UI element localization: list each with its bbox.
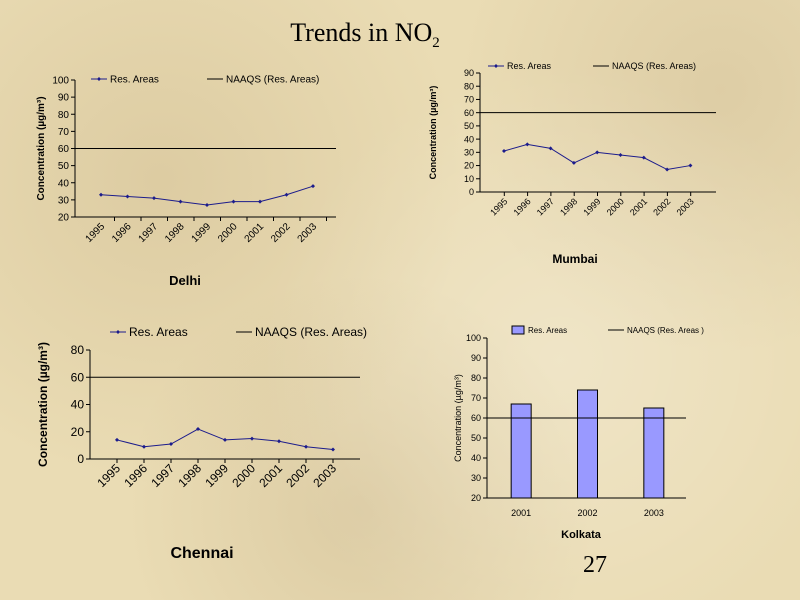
chennai-y-tick-label: 60 <box>71 370 85 384</box>
kolkata-legend-res-areas-label: Res. Areas <box>528 326 567 335</box>
slide-title-subscript: 2 <box>432 35 440 52</box>
mumbai-title: Mumbai <box>552 252 597 266</box>
mumbai-y-tick-label: 30 <box>464 147 474 157</box>
delhi-series-res-areas-point <box>205 203 209 208</box>
chennai-series-res-areas-point <box>115 437 119 442</box>
delhi-series-res-areas-point <box>231 199 236 204</box>
kolkata-y-tick-label: 60 <box>471 413 481 423</box>
delhi-title: Delhi <box>169 273 201 288</box>
delhi-y-tick-label: 20 <box>58 213 70 224</box>
mumbai-series-res-areas-point <box>571 160 576 165</box>
kolkata-y-tick-label: 20 <box>471 493 481 503</box>
delhi-legend-res-areas-label: Res. Areas <box>110 75 159 86</box>
kolkata-bar <box>643 407 665 499</box>
chennai-y-tick-label: 40 <box>71 398 85 412</box>
kolkata-y-tick-label: 80 <box>471 373 481 383</box>
mumbai-y-tick-label: 10 <box>464 174 474 184</box>
delhi-y-axis-label: Concentration (µg/m³) <box>36 96 47 200</box>
mumbai-legend-res-areas-label: Res. Areas <box>507 61 552 71</box>
mumbai-y-tick-label: 20 <box>464 161 474 171</box>
delhi-series-res-areas-point <box>125 194 130 199</box>
mumbai-y-tick-label: 80 <box>464 81 474 91</box>
mumbai-y-tick-label: 40 <box>464 134 474 144</box>
delhi-series-res-areas-point <box>178 199 183 204</box>
kolkata-bar <box>577 389 598 499</box>
delhi-y-tick-label: 30 <box>58 195 70 206</box>
delhi-legend-naaqs-label: NAAQS (Res. Areas) <box>226 75 319 86</box>
mumbai-series-res-areas-point <box>641 155 646 160</box>
delhi-y-tick-label: 50 <box>58 161 70 172</box>
kolkata-y-axis-label: Concentration (µg/m³) <box>453 374 463 462</box>
chennai-series-res-areas-point <box>250 436 254 441</box>
delhi-y-tick-label: 80 <box>58 110 70 121</box>
mumbai-series-res-areas-point <box>618 152 623 157</box>
chennai-series-res-areas-point <box>331 447 335 452</box>
chennai-legend-res-areas-marker <box>116 330 120 334</box>
mumbai-y-tick-label: 60 <box>464 108 474 118</box>
kolkata-legend-res-areas-swatch <box>511 325 525 335</box>
kolkata-y-tick-label: 70 <box>471 393 481 403</box>
kolkata-title: Kolkata <box>561 529 602 541</box>
chennai-series-res-areas-point <box>304 444 308 449</box>
chennai-y-tick-label: 0 <box>77 452 84 466</box>
kolkata-y-tick-label: 30 <box>471 473 481 483</box>
delhi-series-res-areas-point <box>258 199 262 204</box>
mumbai-legend-naaqs-label: NAAQS (Res. Areas) <box>612 61 696 71</box>
delhi-y-tick-label: 60 <box>58 144 70 155</box>
delhi-series-res-areas-point <box>99 192 103 197</box>
chart-chennai: 0204060801995199619971998199920002001200… <box>36 325 367 562</box>
kolkata-y-tick-label: 40 <box>471 453 481 463</box>
delhi-y-tick-label: 40 <box>58 178 70 189</box>
chennai-series-res-areas-point <box>277 439 281 444</box>
mumbai-y-tick-label: 70 <box>464 95 474 105</box>
kolkata-x-tick-label: 2001 <box>511 508 531 518</box>
mumbai-y-tick-label: 50 <box>464 121 474 131</box>
kolkata-x-tick-label: 2002 <box>577 508 597 518</box>
kolkata-legend-naaqs-label: NAAQS (Res. Areas ) <box>627 326 704 335</box>
slide-title-main: Trends in NO <box>290 18 433 47</box>
delhi-y-tick-label: 90 <box>58 93 70 104</box>
delhi-series-res-areas-point <box>311 184 315 189</box>
delhi-y-tick-label: 100 <box>52 76 69 87</box>
delhi-series-res-areas-point <box>284 192 289 197</box>
mumbai-y-axis-label: Concentration (µg/m³) <box>428 86 438 180</box>
kolkata-y-tick-label: 50 <box>471 433 481 443</box>
chennai-series-res-areas-point <box>196 427 200 432</box>
chennai-series-res-areas-point <box>169 442 173 447</box>
chennai-title: Chennai <box>170 545 233 562</box>
delhi-series-res-areas-point <box>152 196 156 201</box>
mumbai-series-res-areas-point <box>548 146 553 151</box>
chennai-y-axis-label: Concentration (µg/m³) <box>36 342 50 467</box>
mumbai-y-tick-label: 90 <box>464 68 474 78</box>
mumbai-y-tick-label: 0 <box>469 187 474 197</box>
mumbai-series-res-areas-point <box>502 149 506 154</box>
kolkata-y-tick-label: 100 <box>466 333 481 343</box>
chennai-legend-res-areas-label: Res. Areas <box>129 325 188 339</box>
page-number: 27 <box>583 552 607 578</box>
chennai-series-res-areas-point <box>142 444 146 449</box>
chennai-series-res-areas-point <box>223 437 227 442</box>
chennai-legend-naaqs-label: NAAQS (Res. Areas) <box>255 325 367 339</box>
chennai-y-tick-label: 20 <box>71 425 85 439</box>
kolkata-x-tick-label: 2003 <box>644 508 664 518</box>
mumbai-series-res-areas-point <box>665 167 670 172</box>
mumbai-legend-res-areas-marker <box>494 64 498 68</box>
mumbai-series-res-areas-point <box>525 142 530 147</box>
slide-title: Trends in NO2 <box>200 18 530 52</box>
delhi-y-tick-label: 70 <box>58 127 70 138</box>
delhi-legend-res-areas-marker <box>97 77 101 81</box>
mumbai-series-res-areas-point <box>688 163 693 168</box>
chennai-y-tick-label: 80 <box>71 343 85 357</box>
kolkata-bar <box>510 403 532 499</box>
kolkata-y-tick-label: 90 <box>471 353 481 363</box>
mumbai-series-res-areas-point <box>595 150 600 155</box>
